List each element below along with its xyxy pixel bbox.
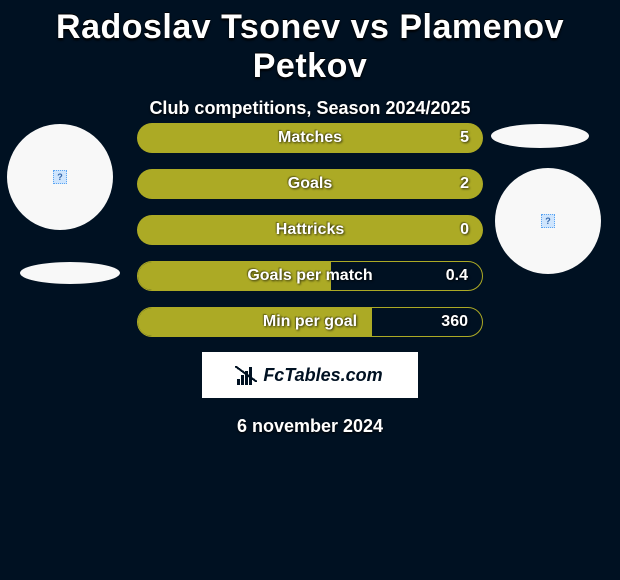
bar-goals-per-match: Goals per match 0.4 xyxy=(137,261,483,291)
player-right-avatar xyxy=(495,168,601,274)
stats-bar-chart: Matches 5 Goals 2 Hattricks 0 Goals per … xyxy=(137,123,483,353)
bar-label: Goals xyxy=(288,175,332,193)
brand-logo-icon xyxy=(237,365,259,385)
bar-label: Goals per match xyxy=(247,267,372,285)
bar-matches: Matches 5 xyxy=(137,123,483,153)
placeholder-icon xyxy=(541,214,555,228)
subtitle: Club competitions, Season 2024/2025 xyxy=(0,90,620,125)
player-left-avatar xyxy=(7,124,113,230)
bar-goals: Goals 2 xyxy=(137,169,483,199)
bar-value: 0 xyxy=(460,221,469,239)
bar-value: 5 xyxy=(460,129,469,147)
placeholder-icon xyxy=(53,170,67,184)
bar-hattricks: Hattricks 0 xyxy=(137,215,483,245)
generated-date: 6 november 2024 xyxy=(0,406,620,447)
page-title: Radoslav Tsonev vs Plamenov Petkov xyxy=(0,0,620,90)
bar-label: Min per goal xyxy=(263,313,357,331)
bar-value: 0.4 xyxy=(446,267,468,285)
bar-value: 2 xyxy=(460,175,469,193)
bar-label: Matches xyxy=(278,129,342,147)
brand-text: FcTables.com xyxy=(263,365,382,386)
bar-min-per-goal: Min per goal 360 xyxy=(137,307,483,337)
bar-value: 360 xyxy=(441,313,468,331)
brand-badge: FcTables.com xyxy=(202,352,418,398)
player-left-shadow xyxy=(20,262,120,284)
bar-label: Hattricks xyxy=(276,221,344,239)
player-right-shadow xyxy=(491,124,589,148)
